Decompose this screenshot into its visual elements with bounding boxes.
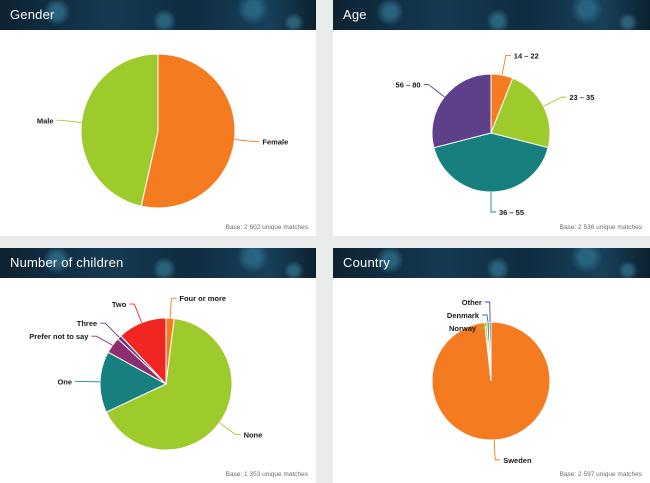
slice-label-56-80: 56 – 80 <box>396 81 421 90</box>
slice-label-three: Three <box>77 319 97 328</box>
slice-label-norway: Norway <box>449 324 477 333</box>
slice-label-23-35: 23 – 35 <box>569 93 594 102</box>
panel-number-of-children: Number of children Four or more None One Pr… <box>0 248 316 483</box>
leader-line-two <box>129 304 141 323</box>
panel-header: Age <box>333 0 650 30</box>
gender-pie-chart: Female Male <box>0 30 316 220</box>
slice-label-14-22: 14 – 22 <box>514 51 539 60</box>
leader-line-14-22 <box>502 55 511 75</box>
leader-line-23-35 <box>544 97 567 106</box>
base-note: Base: 2 536 unique matches <box>560 224 642 231</box>
slice-label-two: Two <box>112 300 127 309</box>
panel-header: Country <box>333 248 650 278</box>
panel-gender: Gender Female Male Base: 2 602 unique mat… <box>0 0 316 236</box>
panel-title: Gender <box>10 7 55 22</box>
leader-line-one <box>75 381 100 382</box>
leader-line-denmark <box>482 315 488 322</box>
panel-title: Number of children <box>10 255 123 270</box>
leader-line-female <box>235 139 260 141</box>
country-pie-chart: Sweden Norway Denmark Other <box>333 278 650 468</box>
leader-line-male <box>57 120 82 122</box>
slice-label-36-55: 36 – 55 <box>499 208 524 217</box>
slice-label-none: None <box>244 431 263 440</box>
panel-header: Number of children <box>0 248 316 278</box>
panel-title: Country <box>343 255 390 270</box>
base-note: Base: 2 602 unique matches <box>226 224 308 231</box>
slice-label-female: Female <box>262 138 288 147</box>
leader-line-sweden <box>494 440 500 460</box>
slice-label-four-or-more: Four or more <box>179 294 226 303</box>
children-pie-chart: Four or more None One Prefer not to say Thre… <box>0 278 316 468</box>
panel-country: Country Sweden Norway Denmark Other Base: 2… <box>333 248 650 483</box>
panel-title: Age <box>343 7 367 22</box>
leader-line-36-55 <box>491 192 496 212</box>
slice-label-prefer-not-to-say: Prefer not to say <box>29 332 89 341</box>
panel-age: Age 14 – 22 23 – 35 36 – 55 56 – 80 Base: 2… <box>333 0 650 236</box>
base-note: Base: 2 597 unique matches <box>560 471 642 478</box>
slice-label-sweden: Sweden <box>503 456 532 465</box>
base-note: Base: 1 353 unique matches <box>226 471 308 478</box>
age-pie-chart: 14 – 22 23 – 35 36 – 55 56 – 80 <box>333 30 650 220</box>
leader-line-four-or-more <box>170 298 176 318</box>
slice-label-male: Male <box>37 116 54 125</box>
slice-label-denmark: Denmark <box>447 311 480 320</box>
leader-line-56-80 <box>424 85 445 97</box>
leader-line-none <box>219 423 240 435</box>
leader-line-three <box>100 323 119 337</box>
panel-header: Gender <box>0 0 316 30</box>
pie-slice-male <box>81 54 158 206</box>
slice-label-one: One <box>57 377 72 386</box>
slice-label-other: Other <box>462 298 482 307</box>
leader-line-prefer-not-to-say <box>91 336 112 345</box>
